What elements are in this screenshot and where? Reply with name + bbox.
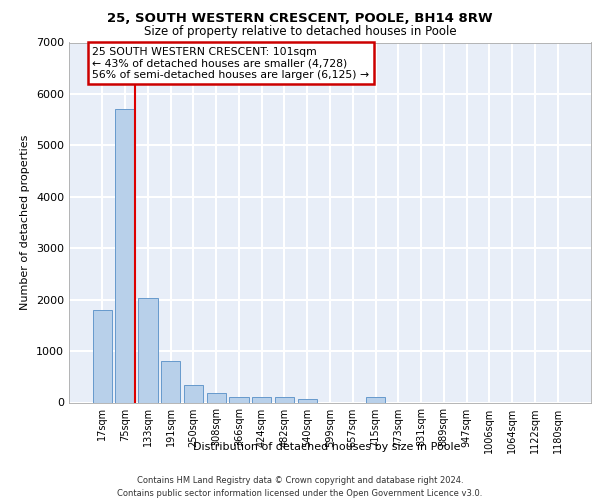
Bar: [298, 398, 317, 402]
Text: 25 SOUTH WESTERN CRESCENT: 101sqm
← 43% of detached houses are smaller (4,728)
5: 25 SOUTH WESTERN CRESCENT: 101sqm ← 43% …: [92, 46, 369, 80]
Bar: [206, 393, 226, 402]
Bar: [115, 110, 135, 403]
Bar: [229, 397, 248, 402]
Bar: [252, 398, 271, 402]
Text: Distribution of detached houses by size in Poole: Distribution of detached houses by size …: [193, 442, 461, 452]
Text: 25, SOUTH WESTERN CRESCENT, POOLE, BH14 8RW: 25, SOUTH WESTERN CRESCENT, POOLE, BH14 …: [107, 12, 493, 26]
Bar: [138, 298, 158, 403]
Bar: [184, 385, 203, 402]
Bar: [161, 361, 181, 403]
Bar: [93, 310, 112, 402]
Y-axis label: Number of detached properties: Number of detached properties: [20, 135, 31, 310]
Bar: [275, 398, 294, 402]
Text: Contains HM Land Registry data © Crown copyright and database right 2024.
Contai: Contains HM Land Registry data © Crown c…: [118, 476, 482, 498]
Text: Size of property relative to detached houses in Poole: Size of property relative to detached ho…: [143, 25, 457, 38]
Bar: [366, 398, 385, 402]
